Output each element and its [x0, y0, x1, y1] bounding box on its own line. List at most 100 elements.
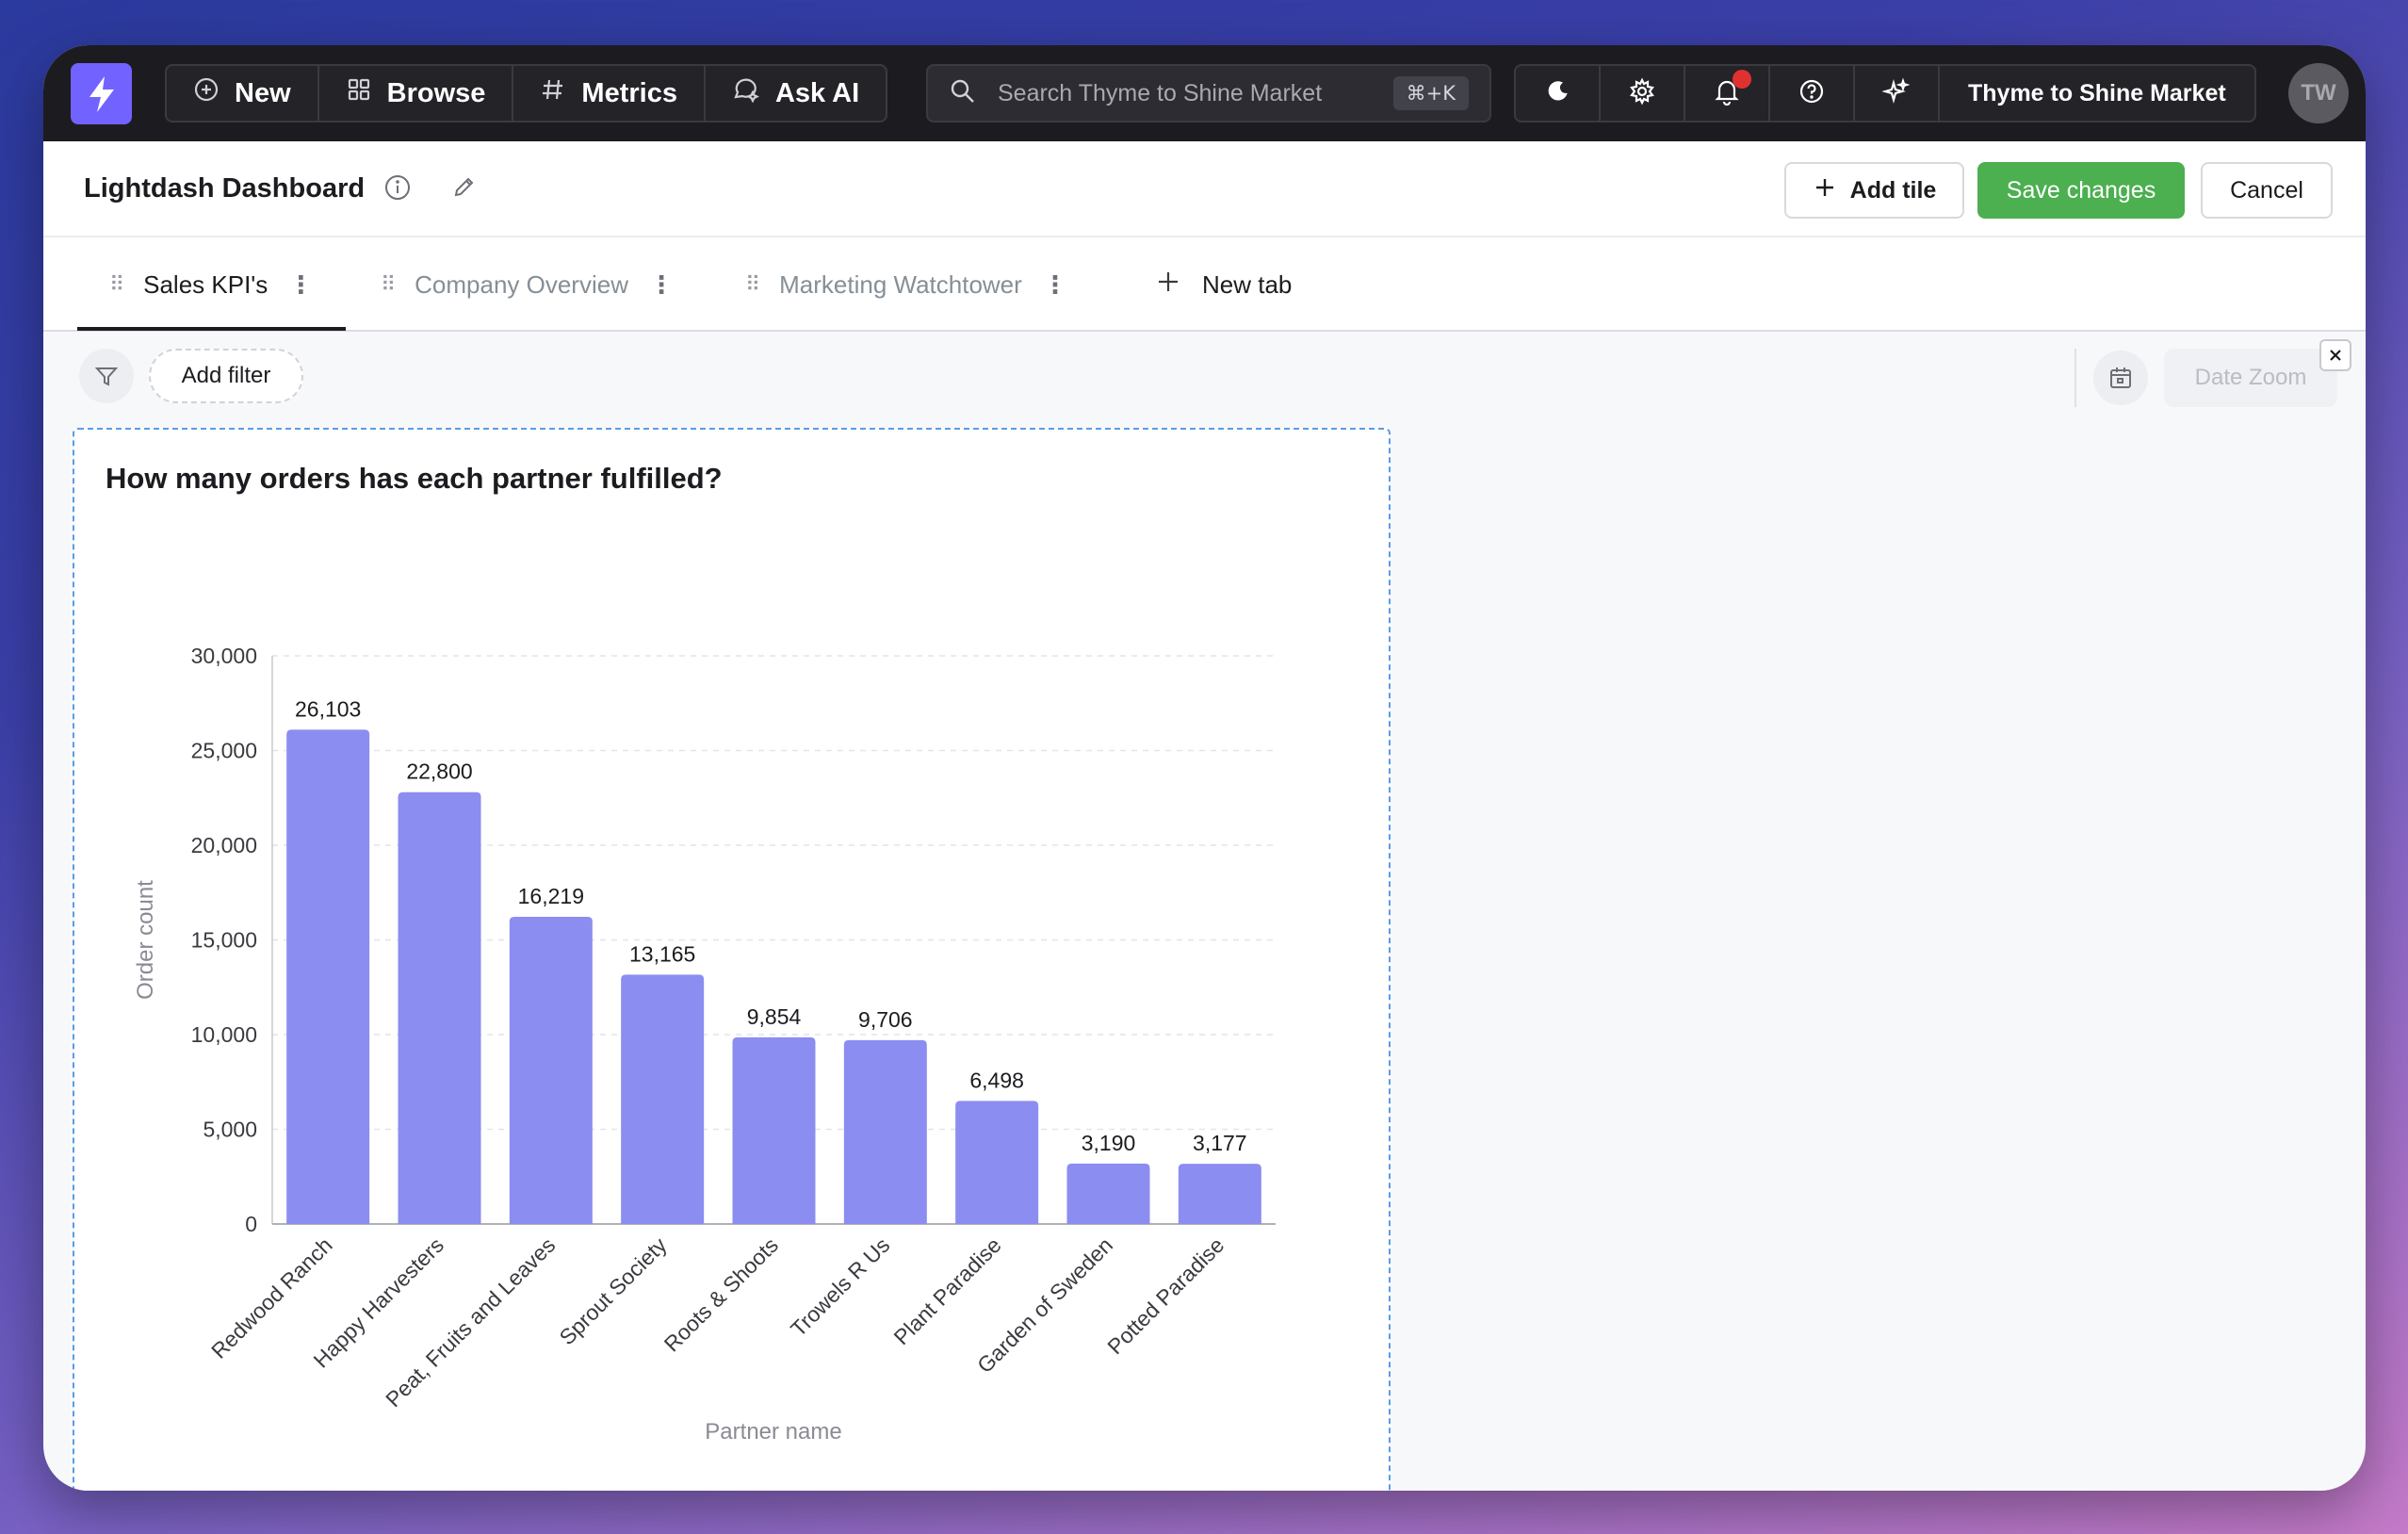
- help-icon: [1798, 77, 1826, 110]
- top-navbar: New Browse Metrics Ask AI: [43, 45, 2366, 141]
- search-icon: [949, 77, 977, 110]
- divider: [2074, 349, 2076, 407]
- x-tick-label: Redwood Ranch: [206, 1232, 337, 1363]
- add-filter-button[interactable]: Add filter: [149, 349, 303, 403]
- bar: [621, 974, 705, 1224]
- data-label: 9,854: [747, 1004, 802, 1029]
- y-tick-label: 15,000: [191, 928, 257, 953]
- x-tick-label: Trowels R Us: [786, 1232, 894, 1341]
- bar: [732, 1036, 816, 1224]
- filter-icon[interactable]: [79, 349, 134, 403]
- active-tab-indicator: [77, 327, 346, 331]
- moon-icon: [1545, 79, 1570, 108]
- dashboard-tabs: ⠿ Sales KPI's ⋮ ⠿ Company Overview ⋮ ⠿ M…: [43, 237, 2366, 332]
- data-label: 3,177: [1193, 1131, 1247, 1155]
- y-tick-label: 0: [245, 1212, 257, 1236]
- dark-mode-button[interactable]: [1516, 66, 1601, 121]
- new-button[interactable]: New: [167, 66, 319, 121]
- tab-label: Sales KPI's: [143, 269, 268, 299]
- metrics-label: Metrics: [581, 77, 677, 108]
- y-tick-label: 30,000: [191, 644, 257, 668]
- drag-handle-icon[interactable]: ⠿: [381, 272, 396, 296]
- browse-label: Browse: [386, 77, 486, 108]
- pencil-icon[interactable]: [450, 172, 479, 205]
- drag-handle-icon[interactable]: ⠿: [745, 272, 760, 296]
- chart-tile[interactable]: How many orders has each partner fulfill…: [73, 428, 1391, 1491]
- y-tick-label: 10,000: [191, 1022, 257, 1047]
- metrics-button[interactable]: Metrics: [513, 66, 706, 121]
- gear-icon: [1628, 77, 1656, 110]
- data-label: 26,103: [295, 696, 361, 721]
- grid-icon: [346, 76, 372, 110]
- bar: [1066, 1163, 1150, 1224]
- plus-circle-icon: [193, 76, 220, 110]
- notifications-button[interactable]: [1685, 66, 1770, 121]
- y-tick-label: 20,000: [191, 833, 257, 857]
- kebab-menu-icon[interactable]: ⋮: [648, 269, 674, 299]
- bar: [1178, 1164, 1261, 1224]
- add-tile-button[interactable]: Add tile: [1784, 162, 1964, 219]
- y-tick-label: 5,000: [203, 1118, 257, 1142]
- bar: [286, 729, 370, 1224]
- info-icon[interactable]: [382, 172, 413, 207]
- notification-dot: [1733, 70, 1751, 89]
- tab-sales-kpis[interactable]: ⠿ Sales KPI's ⋮: [109, 237, 313, 332]
- bar: [843, 1039, 927, 1224]
- ai-chat-icon: [732, 76, 760, 110]
- kebab-menu-icon[interactable]: ⋮: [1042, 269, 1067, 299]
- bar-chart: 0 5,000 10,000 15,000 20,000 25,000 30,000 26,1…: [133, 644, 1276, 1444]
- avatar[interactable]: TW: [2288, 63, 2349, 123]
- x-tick-label: Sprout Society: [555, 1232, 673, 1350]
- new-tab-button[interactable]: New tab: [1155, 237, 1292, 332]
- y-axis-title: Order count: [133, 880, 158, 1000]
- x-axis-title: Partner name: [705, 1419, 841, 1444]
- kebab-menu-icon[interactable]: ⋮: [288, 269, 314, 299]
- tab-label: Marketing Watchtower: [779, 269, 1022, 299]
- search-bar[interactable]: Search Thyme to Shine Market ⌘+K: [926, 64, 1491, 122]
- org-switcher[interactable]: Thyme to Shine Market: [1968, 79, 2226, 106]
- settings-button[interactable]: [1601, 66, 1685, 121]
- ask-ai-button[interactable]: Ask AI: [706, 66, 886, 121]
- data-label: 6,498: [969, 1068, 1024, 1092]
- bar: [398, 791, 481, 1224]
- x-tick-label: Plant Paradise: [889, 1232, 1006, 1349]
- new-tab-label: New tab: [1202, 269, 1293, 299]
- save-changes-button[interactable]: Save changes: [1977, 162, 2185, 219]
- cancel-button[interactable]: Cancel: [2201, 162, 2333, 219]
- search-input[interactable]: Search Thyme to Shine Market: [998, 79, 1323, 106]
- hash-icon: [540, 76, 566, 110]
- plus-icon: [1155, 269, 1181, 302]
- page-title: Lightdash Dashboard: [84, 173, 366, 204]
- tab-marketing-watchtower[interactable]: ⠿ Marketing Watchtower ⋮: [745, 237, 1067, 332]
- lightning-icon[interactable]: [71, 63, 132, 124]
- y-tick-label: 25,000: [191, 739, 257, 763]
- bar: [955, 1101, 1039, 1224]
- bell-icon: [1714, 77, 1740, 110]
- x-tick-label: Roots & Shoots: [659, 1232, 783, 1356]
- sparkle-icon: [1880, 77, 1911, 110]
- app-window: New Browse Metrics Ask AI: [43, 45, 2366, 1491]
- date-zoom-button[interactable]: Date Zoom: [2164, 349, 2337, 407]
- close-icon[interactable]: [2319, 339, 2351, 371]
- search-shortcut: ⌘+K: [1392, 76, 1469, 110]
- data-label: 3,190: [1082, 1131, 1136, 1155]
- tab-company-overview[interactable]: ⠿ Company Overview ⋮: [381, 237, 674, 332]
- calendar-icon[interactable]: [2093, 351, 2148, 405]
- ask-ai-label: Ask AI: [774, 77, 860, 108]
- add-tile-label: Add tile: [1849, 176, 1937, 204]
- x-tick-label: Potted Paradise: [1102, 1232, 1228, 1359]
- new-label: New: [235, 77, 291, 108]
- browse-button[interactable]: Browse: [319, 66, 514, 121]
- data-label: 22,800: [406, 759, 472, 784]
- data-label: 16,219: [518, 884, 584, 908]
- data-label: 9,706: [858, 1007, 913, 1032]
- bar: [509, 916, 593, 1224]
- tile-title: How many orders has each partner fulfill…: [106, 462, 723, 495]
- drag-handle-icon[interactable]: ⠿: [109, 272, 124, 296]
- data-label: 13,165: [629, 941, 695, 966]
- tab-label: Company Overview: [415, 269, 628, 299]
- plus-icon: [1813, 175, 1837, 206]
- ai-sparkle-button[interactable]: [1855, 66, 1940, 121]
- help-button[interactable]: [1770, 66, 1855, 121]
- dashboard-header: Lightdash Dashboard Add tile Save change…: [43, 141, 2366, 237]
